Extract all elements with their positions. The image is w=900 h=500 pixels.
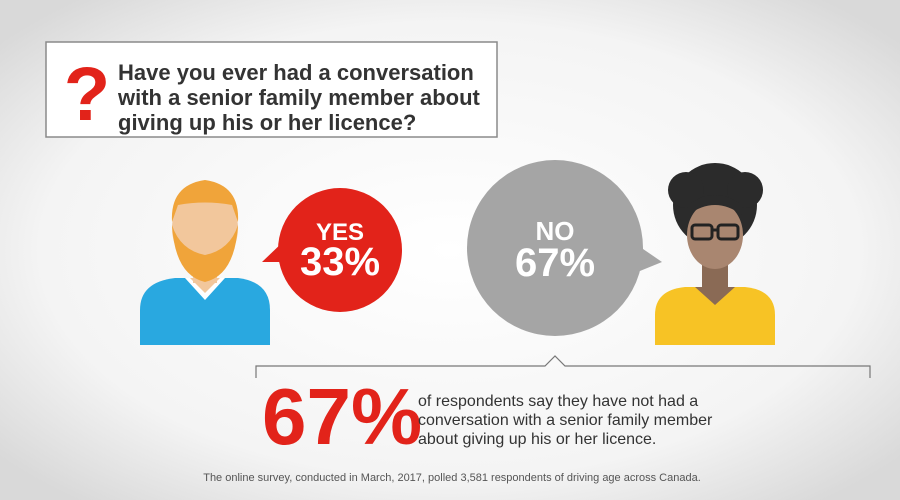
bracket xyxy=(255,355,871,378)
question-line: giving up his or her licence? xyxy=(118,110,416,135)
question-box xyxy=(45,41,498,138)
footnote: The online survey, conducted in March, 2… xyxy=(203,472,701,484)
question-line: Have you ever had a conversation xyxy=(118,60,474,85)
yes-bubble: YES 33% xyxy=(262,188,402,312)
highlight-line: conversation with a senior family member xyxy=(418,412,713,429)
answer-label: YES xyxy=(316,219,364,246)
woman-icon xyxy=(655,163,775,345)
highlight-line: of respondents say they have not had a xyxy=(418,393,698,410)
highlight-line: about giving up his or her licence. xyxy=(418,431,656,448)
man-icon xyxy=(140,180,270,345)
question-line: with a senior family member about xyxy=(117,85,481,110)
answer-label: NO xyxy=(536,216,575,246)
no-bubble: NO 67% xyxy=(467,160,662,336)
question-mark: ? xyxy=(64,52,110,137)
answer-value: 67% xyxy=(515,241,595,285)
highlight-value: 67% xyxy=(262,372,422,461)
answer-value: 33% xyxy=(300,240,380,284)
